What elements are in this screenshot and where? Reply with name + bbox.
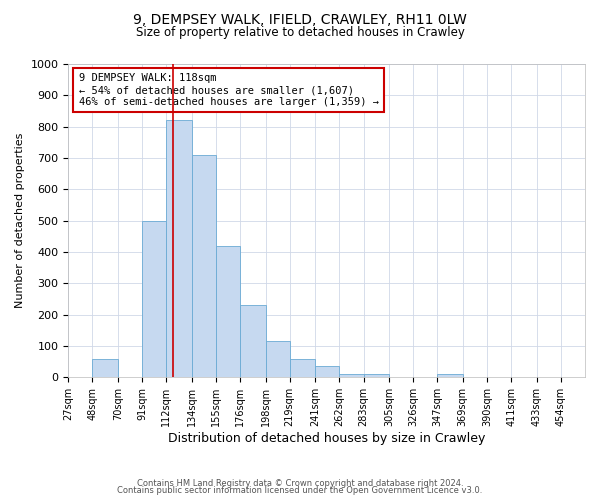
Bar <box>266 340 290 378</box>
Bar <box>315 366 340 378</box>
Bar <box>364 374 389 378</box>
Text: Contains HM Land Registry data © Crown copyright and database right 2024.: Contains HM Land Registry data © Crown c… <box>137 478 463 488</box>
Bar <box>240 304 266 378</box>
Y-axis label: Number of detached properties: Number of detached properties <box>15 133 25 308</box>
Bar <box>437 374 463 378</box>
Bar <box>142 220 166 378</box>
Text: Size of property relative to detached houses in Crawley: Size of property relative to detached ho… <box>136 26 464 39</box>
X-axis label: Distribution of detached houses by size in Crawley: Distribution of detached houses by size … <box>168 432 485 445</box>
Bar <box>92 360 118 378</box>
Text: 9 DEMPSEY WALK: 118sqm
← 54% of detached houses are smaller (1,607)
46% of semi-: 9 DEMPSEY WALK: 118sqm ← 54% of detached… <box>79 74 379 106</box>
Bar <box>191 155 216 378</box>
Bar <box>290 360 315 378</box>
Bar <box>340 374 364 378</box>
Bar <box>216 246 240 378</box>
Text: Contains public sector information licensed under the Open Government Licence v3: Contains public sector information licen… <box>118 486 482 495</box>
Bar <box>166 120 191 378</box>
Text: 9, DEMPSEY WALK, IFIELD, CRAWLEY, RH11 0LW: 9, DEMPSEY WALK, IFIELD, CRAWLEY, RH11 0… <box>133 12 467 26</box>
